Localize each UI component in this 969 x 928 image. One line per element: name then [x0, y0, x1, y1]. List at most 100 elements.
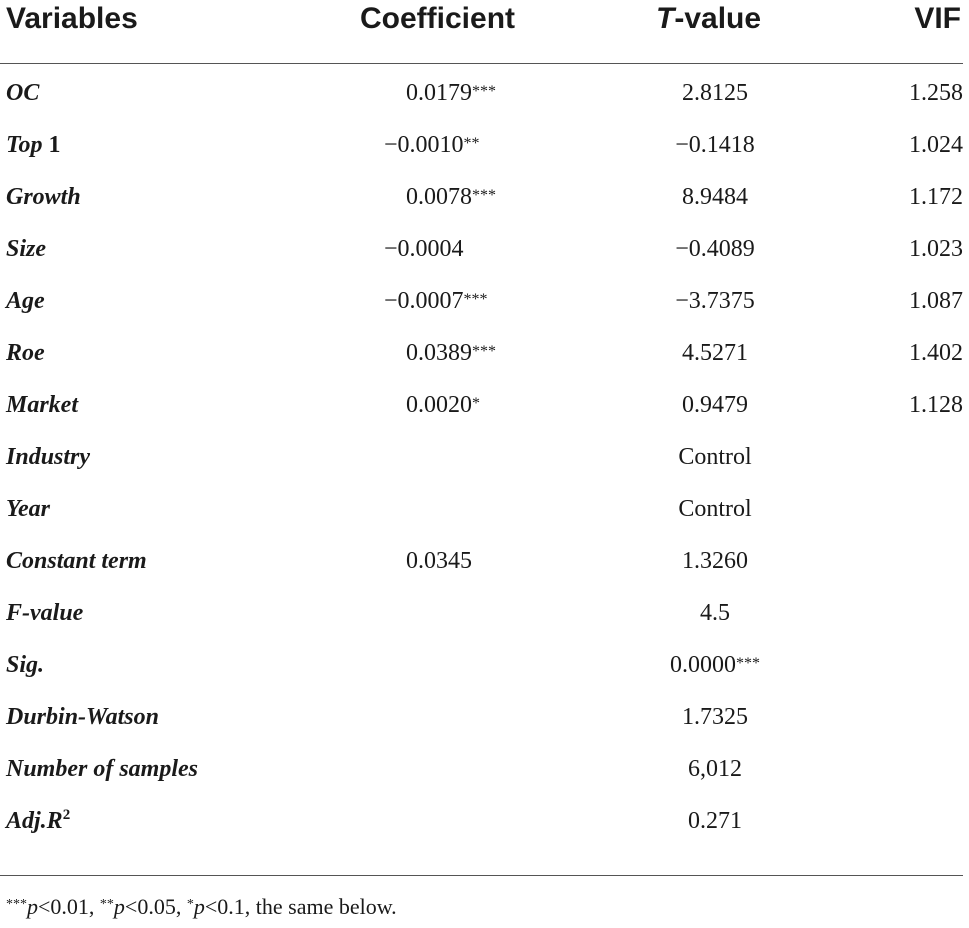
variable-name: Roe [6, 340, 45, 367]
t-value: −0.4089 [675, 236, 755, 262]
variable-label: Size [6, 236, 47, 262]
t-value-cell: 2.8125 [620, 80, 810, 107]
t-value-cell: 6,012 [620, 756, 810, 783]
significance-stars: *** [472, 187, 496, 204]
header-t-italic: T [656, 2, 675, 35]
t-value-cell: 4.5 [620, 600, 810, 627]
t-value: 0.9479 [682, 392, 748, 418]
coefficient-cell: 0.0078*** [384, 184, 526, 211]
variable-label: Adj.R [6, 808, 63, 834]
coefficient-cell: −0.0004 [384, 236, 504, 263]
variable-label: Market [6, 392, 78, 418]
coefficient-value: 0.0020 [406, 392, 472, 418]
footnote-text-2: <0.05, [124, 894, 187, 919]
variable-label: Year [6, 496, 50, 522]
variable-name: Durbin-Watson [6, 704, 159, 731]
vif-value: 1.128 [909, 392, 963, 418]
t-value: 4.5 [700, 600, 730, 626]
variable-label: Industry [6, 444, 91, 470]
significance-stars: *** [463, 291, 488, 308]
bottom-rule [0, 875, 963, 876]
significance-stars: *** [736, 655, 760, 672]
t-value: 8.9484 [682, 184, 748, 210]
variable-name: Sig. [6, 652, 44, 679]
header-coefficient: Coefficient [360, 2, 516, 35]
t-value: 6,012 [688, 756, 742, 782]
header-t-rest: -value [674, 2, 762, 35]
variable-label: Sig. [6, 652, 45, 678]
footnote-stars-1: *** [6, 897, 27, 912]
t-value: −3.7375 [675, 288, 755, 314]
footnote: ***p<0.01, **p<0.05, *p<0.1, the same be… [6, 894, 397, 920]
footnote-text-3: <0.1, the same below. [204, 894, 397, 919]
footnote-stars-3: * [186, 897, 194, 912]
header-vif: VIF [914, 2, 961, 35]
t-value: −0.1418 [675, 132, 755, 158]
coefficient-value: −0.0010 [384, 132, 464, 158]
t-value-cell: 0.271 [620, 808, 810, 835]
table-row: Roe 0.0389*** 4.5271 1.402 [0, 340, 969, 392]
significance-stars: *** [472, 343, 496, 360]
variable-name: Size [6, 236, 46, 263]
coefficient-value: 0.0345 [406, 548, 472, 574]
t-value-cell: 1.7325 [620, 704, 810, 731]
table-row: Sig. 0.0000*** [0, 652, 969, 704]
top-rule [0, 63, 963, 64]
t-value: 0.0000 [670, 652, 736, 678]
t-value: Control [678, 444, 752, 470]
t-value: 2.8125 [682, 80, 748, 106]
variable-name: OC [6, 80, 39, 107]
t-value: 0.271 [688, 808, 742, 834]
variable-name: F-value [6, 600, 83, 627]
vif-value: 1.023 [909, 236, 963, 262]
coefficient-cell: 0.0389*** [384, 340, 526, 367]
t-value-cell: 1.3260 [620, 548, 810, 575]
t-value-cell: −0.1418 [620, 132, 810, 159]
table-row: Industry Control [0, 444, 969, 496]
coefficient-cell: 0.0179*** [384, 80, 526, 107]
table-row: Growth 0.0078*** 8.9484 1.172 [0, 184, 969, 236]
t-value-cell: 4.5271 [620, 340, 810, 367]
table-row: Age −0.0007*** −3.7375 1.087 [0, 288, 969, 340]
t-value: 1.3260 [682, 548, 748, 574]
variable-name: Market [6, 392, 78, 419]
coefficient-value: 0.0179 [406, 80, 472, 106]
t-value: Control [678, 496, 752, 522]
footnote-p-2: p [113, 894, 125, 919]
vif-value: 1.258 [909, 80, 963, 106]
coefficient-value: 0.0078 [406, 184, 472, 210]
significance-stars: ** [463, 135, 480, 152]
variable-name: Growth [6, 184, 81, 211]
t-value-cell: 8.9484 [620, 184, 810, 211]
variable-label: Growth [6, 184, 81, 210]
table-row: Durbin-Watson 1.7325 [0, 704, 969, 756]
footnote-p-1: p [27, 894, 38, 919]
variable-name: Constant term [6, 548, 147, 575]
variable-label: Age [6, 288, 45, 314]
t-value-cell: −0.4089 [620, 236, 810, 263]
footnote-p-3: p [193, 894, 205, 919]
coefficient-cell: 0.0345 [384, 548, 526, 575]
table-row: F-value 4.5 [0, 600, 969, 652]
t-value-cell: Control [620, 496, 810, 523]
header-t-value: T-value [656, 2, 761, 36]
table-row: Top 1 −0.0010** −0.1418 1.024 [0, 132, 969, 184]
table-row: Constant term 0.0345 1.3260 [0, 548, 969, 600]
t-value-cell: 0.0000*** [620, 652, 810, 679]
significance-stars: *** [472, 83, 496, 100]
variable-superscript: 2 [62, 807, 71, 823]
variable-name: Adj.R2 [6, 808, 70, 835]
header-variables: Variables [6, 2, 138, 35]
significance-stars: * [472, 395, 480, 412]
coefficient-value: −0.0004 [384, 236, 464, 262]
coefficient-cell: −0.0010** [384, 132, 504, 159]
variable-name: Age [6, 288, 45, 315]
table-row: Market 0.0020* 0.9479 1.128 [0, 392, 969, 444]
coefficient-cell: 0.0020* [384, 392, 526, 419]
vif-value: 1.402 [909, 340, 963, 366]
variable-name: Number of samples [6, 756, 198, 783]
table-row: Size −0.0004 −0.4089 1.023 [0, 236, 969, 288]
footnote-text-1: <0.01, [38, 894, 100, 919]
t-value-cell: −3.7375 [620, 288, 810, 315]
variable-label: Top [6, 132, 43, 158]
